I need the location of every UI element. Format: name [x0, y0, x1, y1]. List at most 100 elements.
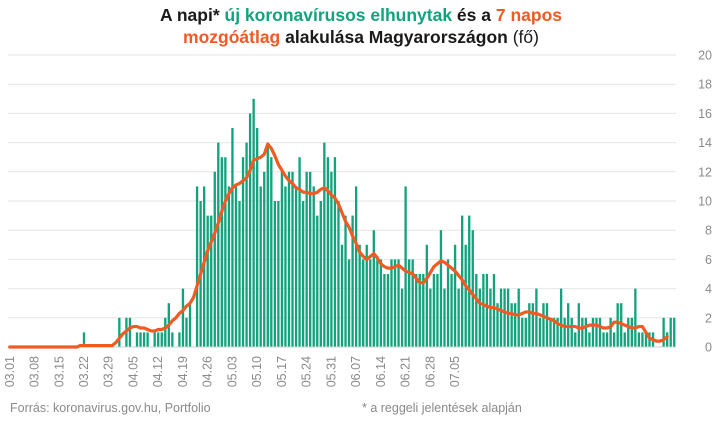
- bar: [305, 171, 308, 347]
- bar: [415, 274, 418, 347]
- bar: [531, 303, 535, 347]
- bar: [443, 288, 446, 347]
- bar: [542, 303, 545, 347]
- bar: [390, 259, 393, 347]
- title-highlight-7day: 7 napos: [495, 5, 562, 25]
- bar: [195, 186, 199, 347]
- bar: [369, 259, 372, 347]
- x-tick-label: 06.21: [399, 356, 413, 387]
- bar: [489, 288, 492, 347]
- bar: [436, 274, 439, 347]
- bar: [153, 332, 156, 347]
- x-tick-label: 04.12: [151, 356, 165, 387]
- moving-average-line: [8, 142, 669, 349]
- x-tick-label: 06.28: [423, 356, 437, 387]
- bar: [666, 332, 669, 347]
- bar: [291, 171, 294, 347]
- bar: [475, 274, 478, 347]
- bar: [422, 274, 425, 347]
- bar: [372, 230, 375, 347]
- bar: [294, 186, 298, 347]
- bar: [439, 230, 443, 347]
- bar: [506, 288, 510, 347]
- bar: [312, 186, 315, 347]
- source-note: Forrás: koronavirus.gov.hu, Portfolio: [10, 401, 211, 415]
- bar: [464, 244, 467, 347]
- bar: [588, 332, 591, 347]
- bar: [309, 171, 312, 347]
- bar: [365, 244, 368, 347]
- x-tick-label: 03.29: [102, 356, 116, 387]
- bar: [535, 288, 538, 347]
- bar: [128, 317, 132, 347]
- bar: [510, 303, 513, 347]
- bar: [256, 128, 259, 347]
- bar: [351, 215, 354, 347]
- bar: [425, 244, 428, 347]
- bar: [612, 332, 616, 347]
- bar: [386, 274, 390, 347]
- bar: [400, 288, 404, 347]
- title-highlight-moving-average: mozgóátlag: [183, 27, 281, 47]
- bar: [637, 332, 641, 347]
- x-tick-label: 05.31: [324, 356, 338, 387]
- bar: [326, 157, 330, 347]
- bar: [277, 201, 280, 347]
- bar: [330, 171, 333, 347]
- bar: [379, 259, 383, 347]
- bar: [517, 288, 520, 347]
- bar: [164, 317, 167, 347]
- bar: [418, 274, 421, 347]
- bar: [319, 201, 322, 347]
- bar: [450, 274, 453, 347]
- bar: [468, 215, 471, 347]
- bar: [577, 303, 580, 347]
- bar: [135, 332, 139, 347]
- bar: [160, 332, 163, 347]
- bar: [340, 244, 344, 347]
- x-tick-label: 06.07: [349, 356, 363, 387]
- x-tick-label: 05.03: [225, 356, 239, 387]
- bar: [188, 303, 192, 347]
- title-highlight-deaths: új koronavírusos elhunytak: [224, 5, 453, 25]
- bar: [605, 332, 609, 347]
- bar: [595, 317, 598, 347]
- y-tick-label: 2: [705, 311, 712, 325]
- bar: [171, 332, 174, 347]
- y-tick-label: 14: [698, 136, 712, 150]
- bar: [570, 317, 573, 347]
- bar: [563, 317, 566, 347]
- bar: [231, 128, 234, 347]
- bar: [333, 157, 337, 347]
- bar: [270, 157, 273, 347]
- bar: [284, 186, 287, 347]
- bar: [142, 332, 146, 347]
- x-tick-label: 04.05: [126, 356, 140, 387]
- bar: [347, 259, 351, 347]
- bar: [503, 288, 506, 347]
- title-line-1: A napi* új koronavírusos elhunytak és a …: [0, 4, 722, 26]
- bar: [337, 201, 340, 347]
- y-tick-label: 6: [705, 253, 712, 267]
- bar: [383, 274, 386, 347]
- bar: [552, 317, 556, 347]
- x-tick-label: 05.10: [250, 356, 264, 387]
- bar: [662, 317, 665, 347]
- bar: [485, 274, 489, 347]
- bar: [227, 186, 231, 347]
- bar: [556, 317, 559, 347]
- bar: [358, 244, 361, 347]
- bar: [492, 274, 496, 347]
- bar: [429, 288, 432, 347]
- title-text: A napi*: [160, 5, 225, 25]
- bar: [139, 332, 142, 347]
- bar: [524, 317, 527, 347]
- bar: [591, 317, 595, 347]
- bar: [298, 157, 301, 347]
- bar: [241, 157, 245, 347]
- y-tick-label: 10: [698, 195, 712, 209]
- bar: [616, 303, 619, 347]
- bar: [598, 317, 602, 347]
- bar: [482, 274, 485, 347]
